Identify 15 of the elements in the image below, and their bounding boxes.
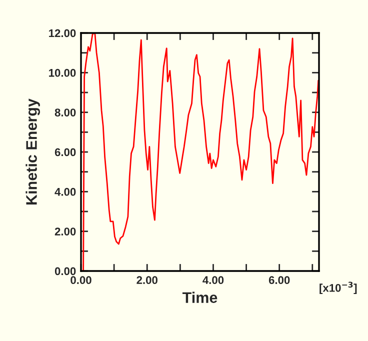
y-tick-label: 4.00 — [54, 188, 76, 196]
text: [x10$^{−3}$] — [320, 282, 357, 294]
line-series — [82, 33, 319, 271]
y-tick-label: 0.00 — [54, 267, 76, 276]
x-tick-label: 4.00 — [202, 276, 224, 284]
x-tick-label: 6.00 — [268, 276, 290, 284]
x-tick-label: 0.00 — [70, 276, 92, 284]
y-tick-label: 2.00 — [54, 228, 76, 236]
x-axis-title: Time — [182, 292, 218, 303]
y-axis-title: Kinetic Energy — [26, 98, 40, 204]
x-tick-label: 2.00 — [136, 276, 158, 284]
y-tick-label: 8.00 — [54, 108, 76, 116]
y-tick-label: 10.00 — [49, 68, 76, 77]
y-tick-label: 6.00 — [54, 148, 76, 156]
y-tick-label: 12.00 — [49, 29, 76, 38]
